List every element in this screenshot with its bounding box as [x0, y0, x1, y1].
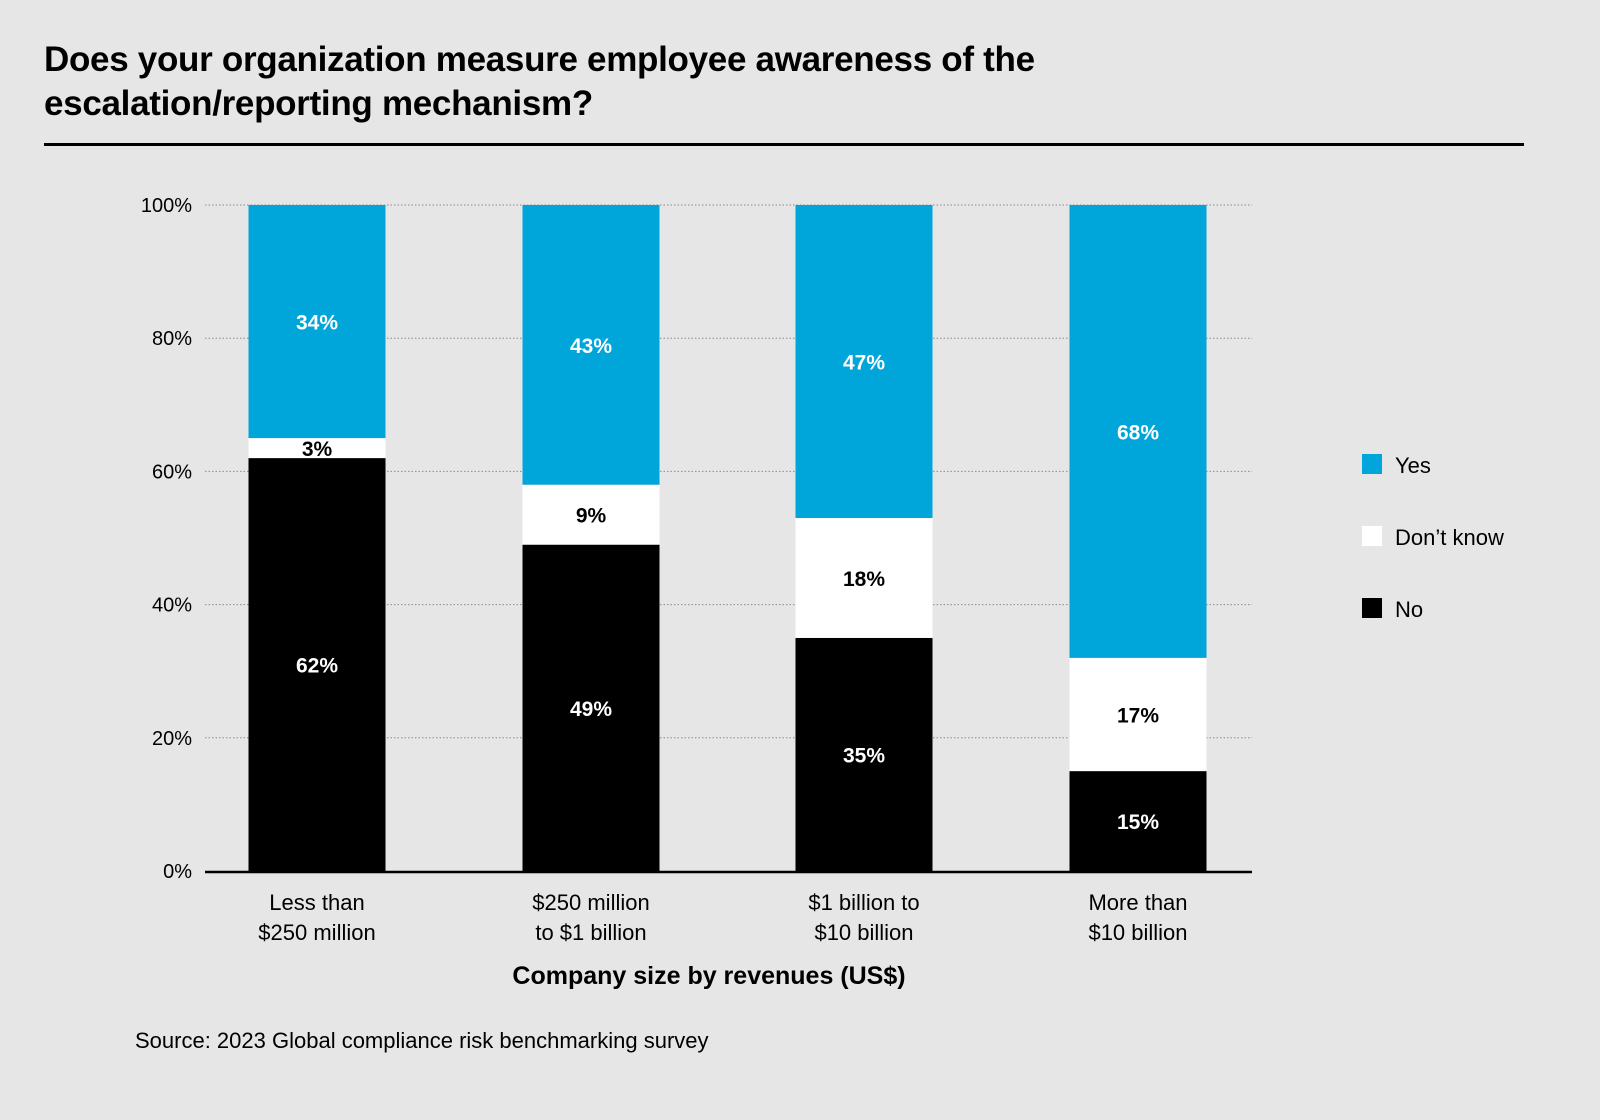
- bar-value-label: 9%: [576, 505, 607, 528]
- bar-segment-no: [522, 544, 660, 871]
- bar-segment-yes: [795, 205, 933, 519]
- bar-value-label: 18%: [843, 568, 885, 591]
- x-category-label: $1 billion to: [808, 890, 919, 915]
- legend-label-no: No: [1395, 597, 1423, 622]
- source-note: Source: 2023 Global compliance risk benc…: [135, 1028, 709, 1053]
- bar-value-label: 35%: [843, 744, 885, 767]
- x-axis-categories: Less than $250 million $250 million to $1 b…: [258, 890, 1187, 945]
- bar-segment-don-t-know: [1069, 657, 1207, 772]
- chart-title: Does your organization measure employee …: [44, 40, 1035, 123]
- bar-segment-no: [248, 458, 386, 871]
- bar-segment-don-t-know: [795, 518, 933, 638]
- legend-label-don-t-know: Don’t know: [1395, 525, 1504, 550]
- title-divider: [44, 143, 1524, 146]
- bar-value-label: 34%: [296, 312, 338, 335]
- legend: Yes Don’t know No: [1362, 453, 1504, 622]
- x-category-label: Less than: [269, 890, 364, 915]
- bar-segment-no: [1069, 771, 1207, 871]
- x-category-label: $10 billion: [814, 920, 913, 945]
- bar-value-label: 49%: [570, 698, 612, 721]
- y-tick-label: 60%: [152, 461, 192, 483]
- y-axis-ticks: 0% 20% 40% 60% 80% 100%: [141, 195, 192, 883]
- y-tick-label: 0%: [163, 861, 192, 883]
- bar-value-label: 3%: [302, 438, 333, 461]
- bar-value-label: 47%: [843, 352, 885, 375]
- bar-segment-don-t-know: [522, 484, 660, 545]
- bar-segment-don-t-know: [248, 438, 386, 459]
- x-category-label: $250 million: [532, 890, 649, 915]
- bar-value-label: 15%: [1117, 811, 1159, 834]
- legend-swatch-no: [1362, 598, 1382, 618]
- x-category-label: $10 billion: [1088, 920, 1187, 945]
- legend-swatch-yes: [1362, 454, 1382, 474]
- x-category-label: More than: [1088, 890, 1187, 915]
- legend-label-yes: Yes: [1395, 453, 1431, 478]
- y-tick-label: 20%: [152, 728, 192, 750]
- bar-value-label: 43%: [570, 335, 612, 358]
- x-category-label: $250 million: [258, 920, 375, 945]
- bar-segment-no: [795, 637, 933, 871]
- legend-swatch-don-t-know: [1362, 526, 1382, 546]
- bar-segment-yes: [248, 205, 386, 439]
- bar-segment-yes: [1069, 205, 1207, 658]
- bar-segment-yes: [522, 205, 660, 485]
- x-category-label: to $1 billion: [535, 920, 646, 945]
- y-tick-label: 80%: [152, 328, 192, 350]
- bar-value-label: 17%: [1117, 704, 1159, 727]
- x-axis-label: Company size by revenues (US$): [512, 962, 905, 990]
- bar-value-label: 62%: [296, 655, 338, 678]
- y-tick-label: 40%: [152, 595, 192, 617]
- bars: 62% 3% 34% 49% 9% 43% 35% 18% 47% 15% 17% 68%: [248, 205, 1207, 871]
- y-tick-label: 100%: [141, 195, 192, 217]
- bar-value-label: 68%: [1117, 421, 1159, 444]
